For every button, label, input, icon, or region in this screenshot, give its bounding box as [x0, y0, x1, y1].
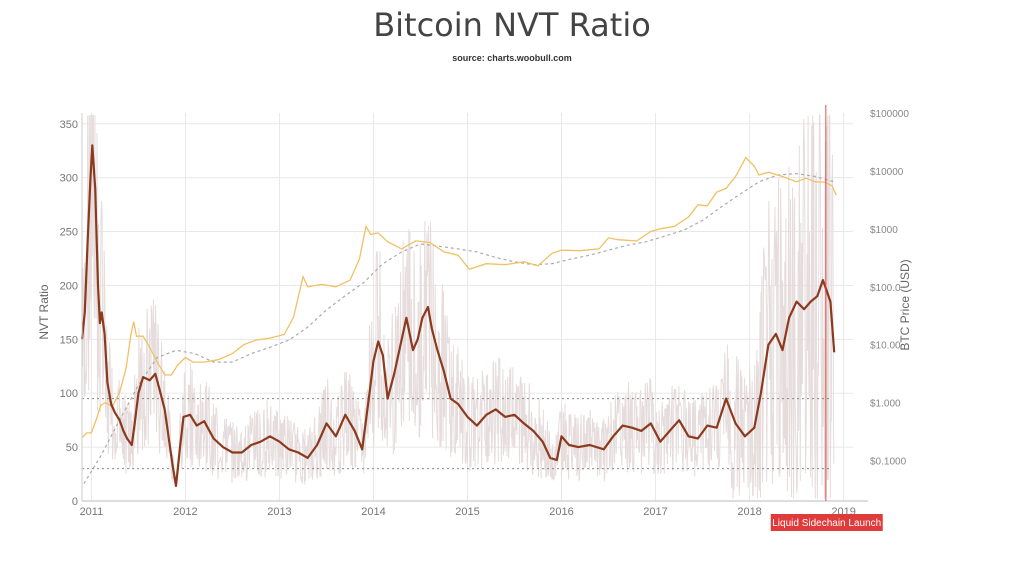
price-line — [81, 156, 837, 438]
series-layer — [80, 144, 837, 487]
x-tick-label: 2016 — [549, 506, 573, 518]
daily-noise-layer — [81, 114, 835, 499]
y2-tick-label: $0.1000 — [870, 457, 907, 468]
y-tick-label: 150 — [60, 334, 78, 346]
annotation-label: Liquid Sidechain Launch — [772, 518, 881, 529]
y-tick-label: 250 — [60, 227, 78, 239]
y2-tick-label: $100000 — [870, 109, 909, 120]
y-axis-label: NVT Ratio — [37, 284, 51, 339]
y2-tick-label: $1000 — [870, 225, 898, 236]
annotation-label-bg — [770, 514, 883, 531]
x-tick-label: 2012 — [173, 506, 197, 518]
y2-tick-label: $10.00 — [870, 341, 901, 352]
y2-axis-label: BTC Price (USD) — [898, 259, 912, 350]
x-tick-label: 2017 — [643, 506, 667, 518]
y-tick-label: 50 — [66, 442, 78, 454]
y-tick-label: 300 — [60, 173, 78, 185]
y2-tick-label: $100.0 — [870, 283, 901, 294]
x-tick-label: 2011 — [80, 506, 104, 518]
price-ma-line — [83, 172, 835, 484]
y-tick-label: 350 — [60, 119, 78, 131]
y-tick-label: 200 — [60, 280, 78, 292]
chart-title: Bitcoin NVT Ratio — [373, 6, 651, 44]
y2-tick-label: $1.000 — [870, 399, 901, 410]
x-tick-label: 2014 — [361, 506, 385, 518]
nvt-line — [80, 144, 836, 487]
x-tick-label: 2013 — [267, 506, 291, 518]
y-tick-label: 100 — [60, 388, 78, 400]
x-tick-label: 2018 — [737, 506, 761, 518]
x-tick-label: 2015 — [455, 506, 479, 518]
annotation-layer: Liquid Sidechain Launch — [770, 105, 883, 531]
y2-tick-label: $10000 — [870, 167, 904, 178]
chart-subtitle: source: charts.woobull.com — [452, 53, 572, 63]
y-tick-label: 0 — [72, 496, 78, 508]
nvt-daily-line — [81, 114, 835, 499]
